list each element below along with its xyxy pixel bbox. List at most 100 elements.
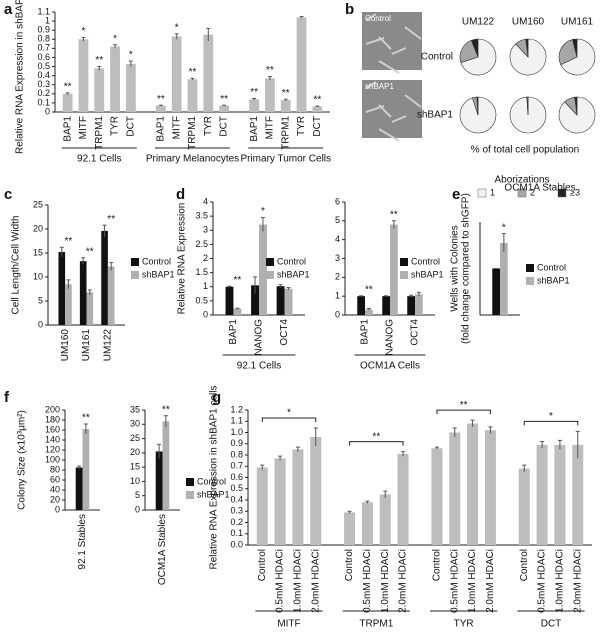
y-tick-label: 0.4 — [230, 494, 243, 504]
cell-shape — [378, 128, 400, 142]
y-tick-label: 0.9 — [230, 438, 243, 448]
significance-label: ** — [372, 431, 380, 442]
bar — [86, 292, 94, 325]
significance-bracket — [436, 409, 491, 415]
significance-label: ** — [390, 209, 398, 220]
micrograph-label: shBAP1 — [365, 82, 394, 91]
y-tick-label: 6 — [335, 196, 340, 206]
y-tick-label: 2.5 — [195, 239, 208, 249]
x-tick-label: DCT — [126, 116, 137, 137]
x-tick-label: OCT4 — [410, 319, 421, 346]
bar — [379, 494, 391, 545]
bar — [256, 467, 268, 545]
x-tick-label: OCM1A Stables — [157, 514, 168, 585]
legend-swatch — [131, 271, 139, 279]
y-tick-label: 4 — [335, 234, 340, 244]
bar — [276, 286, 285, 315]
x-tick-label: NANOG — [254, 319, 265, 356]
y-tick-label: 0.3 — [37, 79, 50, 89]
y-tick-label: 1 — [335, 291, 340, 301]
x-tick-label: BAP1 — [360, 319, 371, 345]
legend-label: ≥3 — [570, 187, 580, 197]
y-tick-label: 30 — [130, 419, 140, 429]
x-tick-label: UM161 — [81, 329, 92, 362]
legend-label: shBAP1 — [537, 275, 570, 285]
x-tick-label: 1.0mM HDACi — [467, 549, 478, 613]
significance-label: ** — [365, 284, 373, 295]
bar — [75, 467, 83, 510]
x-tick-label: UM160 — [60, 329, 71, 362]
bar — [187, 79, 198, 112]
legend-label: Control — [537, 262, 566, 272]
y-tick-label: 15 — [130, 462, 140, 472]
legend-label: 2 — [530, 187, 535, 197]
significance-label: * — [81, 26, 85, 37]
significance-label: ** — [64, 82, 72, 93]
y-axis-label: Relative RNA Expression in shBAP1 cells — [15, 0, 26, 154]
y-tick-label: 10 — [130, 476, 140, 486]
bar — [225, 286, 234, 315]
bar — [274, 458, 286, 545]
y-tick-label: 0.1 — [37, 97, 50, 107]
y-tick-label: 3.5 — [195, 211, 208, 221]
bar — [554, 444, 566, 545]
y-axis-label: Relative RNA Expression in shBAP1 cells — [209, 386, 220, 570]
x-tick-label: 92.1 Stables — [77, 514, 88, 570]
bar — [492, 268, 500, 315]
legend-swatch — [266, 271, 274, 279]
pie-slice — [572, 38, 578, 58]
x-tick-label: BAP1 — [62, 116, 73, 142]
panel-letter: g — [212, 389, 221, 406]
y-tick-label: 0.8 — [37, 34, 50, 44]
x-tick-label: TYR — [296, 116, 307, 136]
y-tick-label: 1.1 — [230, 416, 243, 426]
x-tick-label: MITF — [265, 116, 276, 139]
y-tick-label: 140 — [45, 434, 60, 444]
x-tick-label: Control — [257, 549, 268, 581]
y-tick-label: 0.2 — [230, 517, 243, 527]
bar — [431, 448, 443, 545]
x-tick-label: TRPM1 — [280, 116, 291, 150]
bar — [296, 17, 307, 113]
y-tick-label: 1.5 — [195, 267, 208, 277]
significance-label: * — [502, 222, 506, 233]
significance-label: ** — [107, 214, 115, 225]
y-tick-label: 0 — [335, 309, 340, 319]
y-tick-label: 5 — [38, 295, 43, 305]
y-tick-label: 5 — [135, 490, 140, 500]
significance-label: ** — [95, 55, 103, 66]
significance-label: * — [549, 411, 553, 422]
x-tick-label: MITF — [171, 116, 182, 139]
bar — [79, 261, 87, 325]
significance-label: ** — [282, 88, 290, 99]
x-tick-label: 2.0mM HDACi — [485, 549, 496, 613]
significance-label: ** — [250, 87, 258, 98]
bar — [536, 444, 548, 545]
y-tick-label: 0.5 — [37, 61, 50, 71]
bar — [78, 39, 89, 112]
chart-title: OCM1A Stables — [504, 183, 575, 194]
y-tick-label: 160 — [45, 424, 60, 434]
y-tick-label: 100 — [45, 454, 60, 464]
y-tick-label: 60 — [50, 474, 60, 484]
y-tick-label: 80 — [50, 464, 60, 474]
bar — [110, 46, 120, 112]
legend-label: shBAP1 — [411, 269, 444, 279]
group-label: TRPM1 — [359, 619, 393, 630]
bar — [251, 285, 259, 315]
y-tick-label: 0.2 — [37, 88, 50, 98]
cell-shape — [378, 60, 400, 74]
x-tick-label: 1.0mM HDACi — [555, 549, 566, 613]
bar — [259, 224, 267, 315]
group-label: Primary Tumor Cells — [240, 154, 331, 165]
row-label: shBAP1 — [417, 110, 454, 121]
y-tick-label: 0.1 — [230, 528, 243, 538]
legend-label: Control — [411, 256, 440, 266]
bar — [467, 423, 479, 545]
cell-shape — [391, 115, 407, 123]
bar — [284, 288, 293, 315]
panel-letter: d — [176, 186, 185, 203]
group-label: Primary Melanocytes — [146, 154, 239, 165]
y-tick-label: 0.6 — [37, 52, 50, 62]
x-tick-label: UM122 — [103, 329, 114, 362]
